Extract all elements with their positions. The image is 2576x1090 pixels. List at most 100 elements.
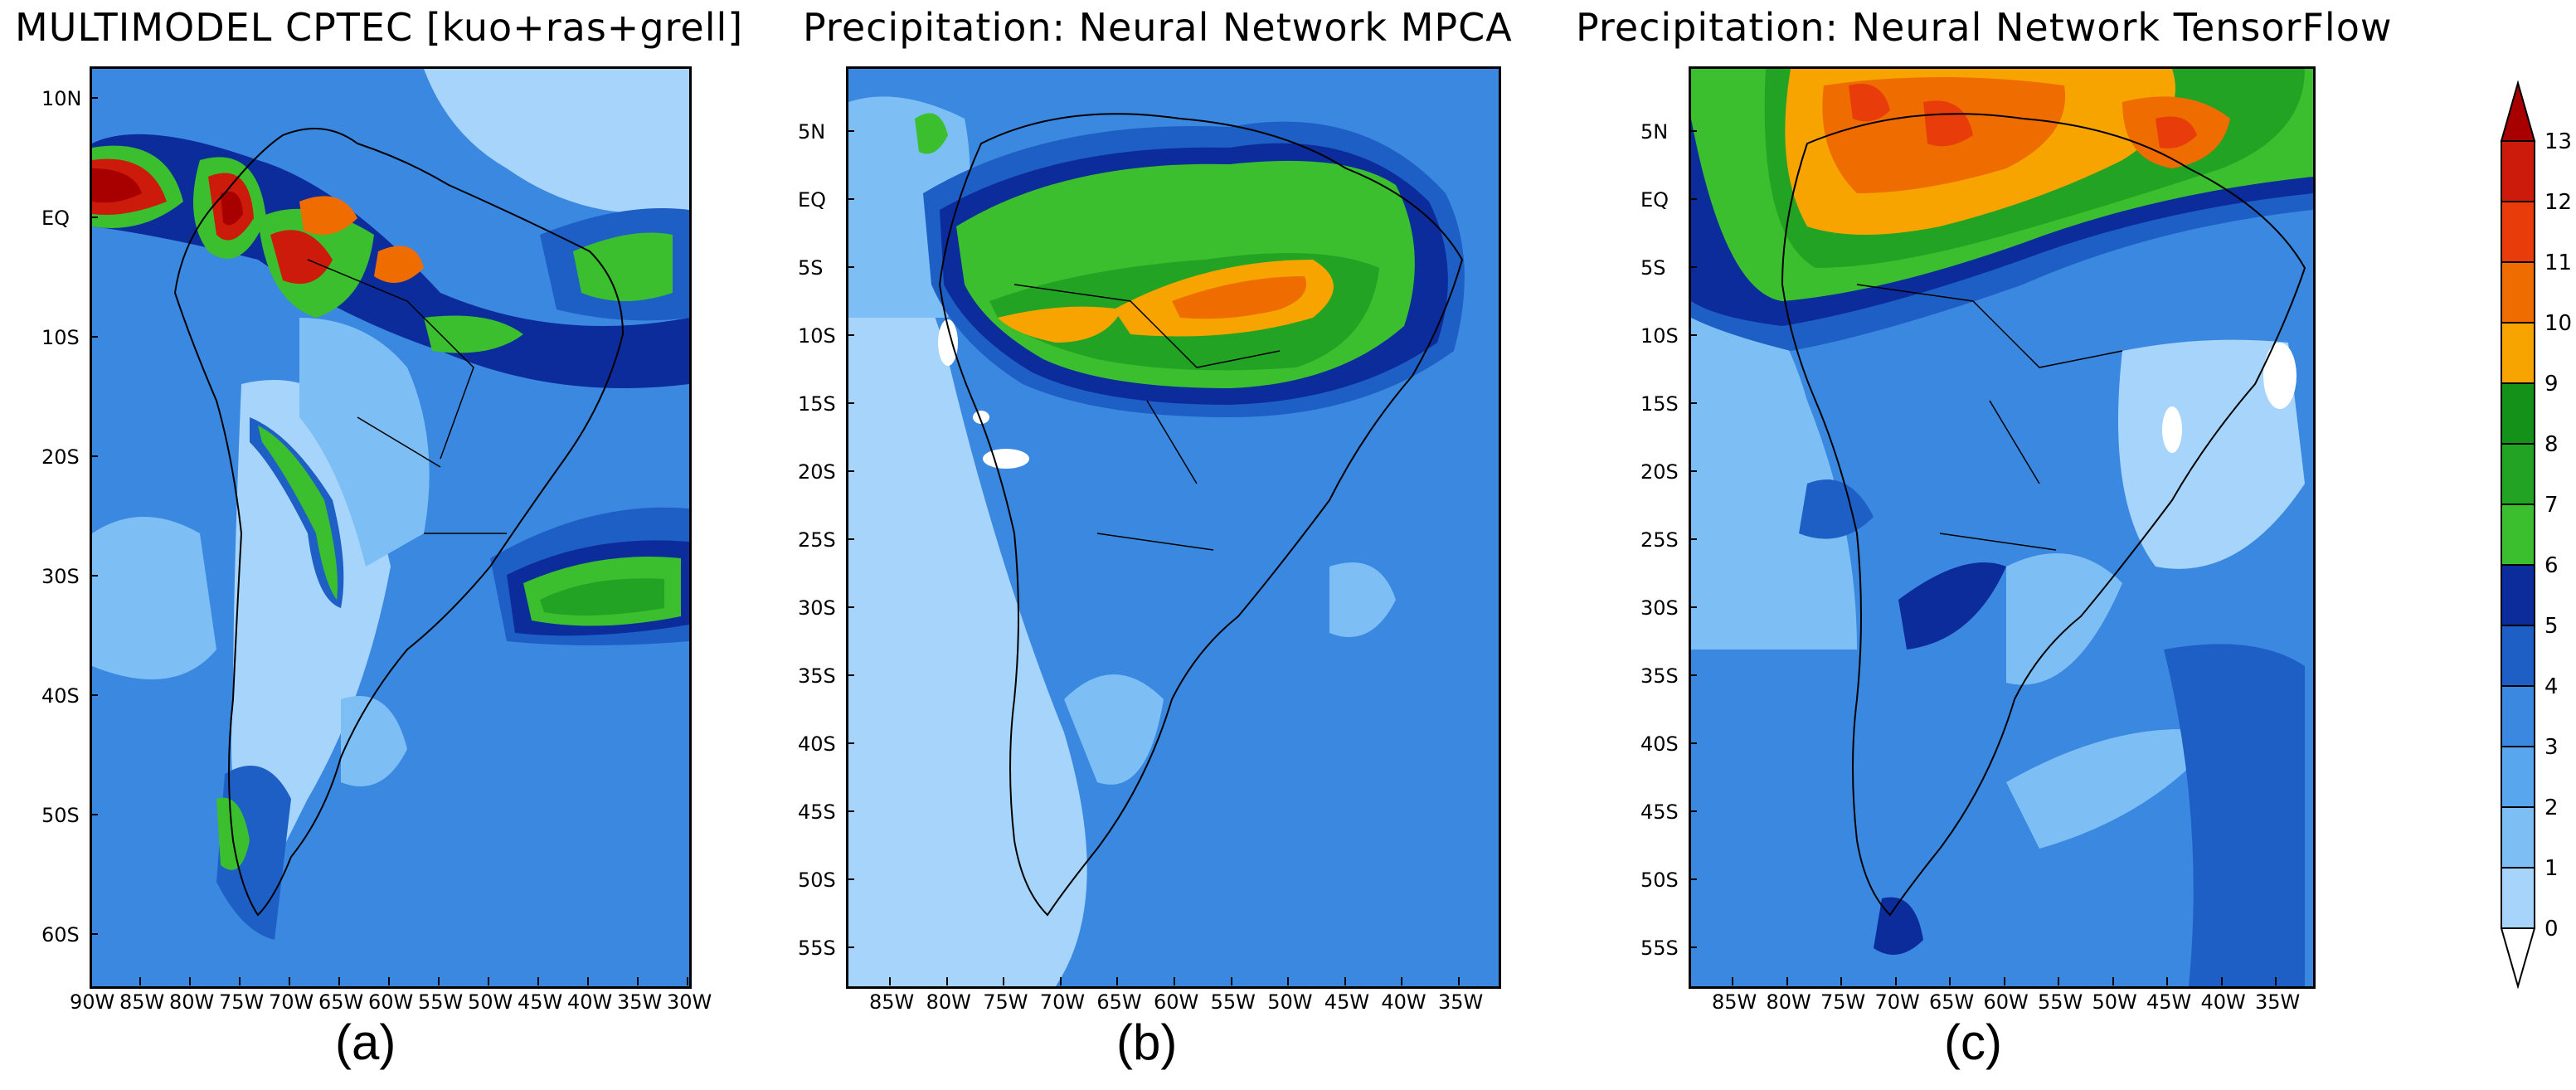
lon-tick-mark: [2275, 977, 2277, 985]
colorbar-level-label: 4: [2544, 674, 2559, 699]
panel-b-title: Precipitation: Neural Network MPCA: [803, 5, 1513, 50]
lon-tick-mark: [2112, 977, 2114, 985]
lat-tick-label: 55S: [798, 937, 836, 960]
lon-tick-mark: [1059, 977, 1062, 985]
colorbar-level-label: 6: [2544, 553, 2559, 578]
panel-a-label: (a): [335, 1015, 396, 1070]
lat-tick-mark: [90, 97, 98, 99]
lat-tick-label: 10S: [798, 324, 836, 348]
colorbar-level-label: 10: [2544, 311, 2572, 336]
precip-region: [848, 193, 1087, 986]
precip-region: [2263, 343, 2297, 409]
lat-tick-mark: [1689, 810, 1697, 812]
lon-tick-mark: [945, 977, 948, 985]
lat-tick-label: 5N: [798, 120, 826, 144]
lon-tick-label: 30W: [667, 990, 712, 1014]
lon-tick-label: 35W: [617, 990, 663, 1014]
lat-tick-mark: [1689, 538, 1697, 540]
lon-tick-label: 65W: [1929, 990, 1975, 1014]
colorbar-segment: [2501, 746, 2535, 808]
lat-tick-mark: [846, 742, 854, 744]
lon-tick-label: 70W: [1874, 990, 1920, 1014]
precip-region: [2006, 729, 2222, 849]
lon-tick-label: 85W: [869, 990, 915, 1014]
lat-tick-mark: [846, 198, 854, 200]
precip-region: [299, 318, 430, 567]
coastline: [1781, 113, 2306, 917]
lon-tick-label: 55W: [1210, 990, 1256, 1014]
lat-tick-label: 45S: [798, 800, 836, 824]
precip-region: [299, 196, 357, 235]
lon-tick-mark: [189, 977, 191, 985]
lon-tick-mark: [537, 977, 539, 985]
lon-tick-label: 35W: [1438, 990, 1484, 1014]
lon-tick-mark: [1786, 977, 1788, 985]
lat-tick-label: 30S: [1640, 596, 1679, 620]
lat-tick-mark: [1689, 402, 1697, 404]
panel-b-label: (b): [1116, 1015, 1178, 1070]
panel-c-map: [1689, 66, 2316, 989]
colorbar-segment: [2501, 806, 2535, 869]
lat-tick-label: 25S: [798, 528, 836, 552]
lat-tick-mark: [846, 538, 854, 540]
panel-c-title: Precipitation: Neural Network TensorFlow: [1576, 5, 2393, 50]
lon-tick-mark: [1003, 977, 1005, 985]
colorbar-segment: [2501, 140, 2535, 202]
precip-region: [983, 449, 1029, 469]
lat-tick-label: 15S: [798, 392, 836, 416]
precip-region: [1172, 276, 1306, 319]
lat-tick-label: 20S: [798, 460, 836, 484]
lat-tick-mark: [846, 674, 854, 676]
colorbar-segment: [2501, 564, 2535, 626]
lon-tick-label: 65W: [318, 990, 364, 1014]
lon-tick-label: 55W: [418, 990, 464, 1014]
lat-tick-mark: [846, 606, 854, 608]
lat-tick-mark: [846, 266, 854, 268]
precip-region: [1923, 100, 1973, 147]
lon-tick-label: 65W: [1096, 990, 1142, 1014]
colorbar-level-label: 8: [2544, 432, 2559, 457]
lon-tick-mark: [1116, 977, 1119, 985]
lat-tick-label: 10S: [41, 326, 80, 349]
lat-tick-label: 15S: [1640, 392, 1679, 416]
lat-tick-label: 20S: [41, 445, 80, 469]
borders: [307, 259, 507, 534]
lon-tick-label: 45W: [518, 990, 563, 1014]
lat-tick-label: 35S: [1640, 664, 1679, 688]
panel-b-map: [846, 66, 1501, 989]
lat-tick-label: 5S: [1640, 256, 1666, 280]
lat-tick-mark: [1689, 130, 1697, 132]
precip-region: [270, 230, 333, 285]
precip-region: [1849, 84, 1890, 122]
precip-region: [998, 306, 1122, 343]
lat-tick-label: 20S: [1640, 460, 1679, 484]
lat-tick-mark: [90, 575, 98, 577]
lat-tick-mark: [1689, 198, 1697, 200]
lon-tick-label: 85W: [119, 990, 165, 1014]
lat-tick-mark: [1689, 878, 1697, 880]
colorbar-level-label: 1: [2544, 856, 2559, 881]
lat-tick-label: EQ: [1640, 188, 1670, 212]
colorbar-segment: [2501, 261, 2535, 324]
lon-tick-mark: [2220, 977, 2223, 985]
lat-tick-mark: [846, 334, 854, 336]
lon-tick-mark: [587, 977, 589, 985]
lon-tick-label: 40W: [1381, 990, 1427, 1014]
borders: [1013, 284, 1281, 551]
precip-region: [424, 315, 523, 353]
lat-tick-mark: [90, 933, 98, 935]
precip-region: [250, 417, 344, 608]
lat-tick-mark: [846, 878, 854, 880]
precip-region: [2156, 116, 2197, 148]
colorbar: 0 1 2 3 4 5 6 7 8 9 10 11 12 13: [2500, 79, 2576, 1000]
colorbar-segment: [2501, 685, 2535, 747]
lon-tick-mark: [438, 977, 440, 985]
lat-tick-label: EQ: [798, 188, 827, 212]
lat-tick-label: 50S: [41, 804, 80, 827]
lat-tick-label: 60S: [41, 923, 80, 946]
panel-a-map: [90, 66, 692, 989]
precip-region: [915, 113, 948, 154]
colorbar-over-triangle: [2500, 80, 2536, 142]
coastline: [938, 113, 1464, 917]
lat-tick-mark: [846, 810, 854, 812]
